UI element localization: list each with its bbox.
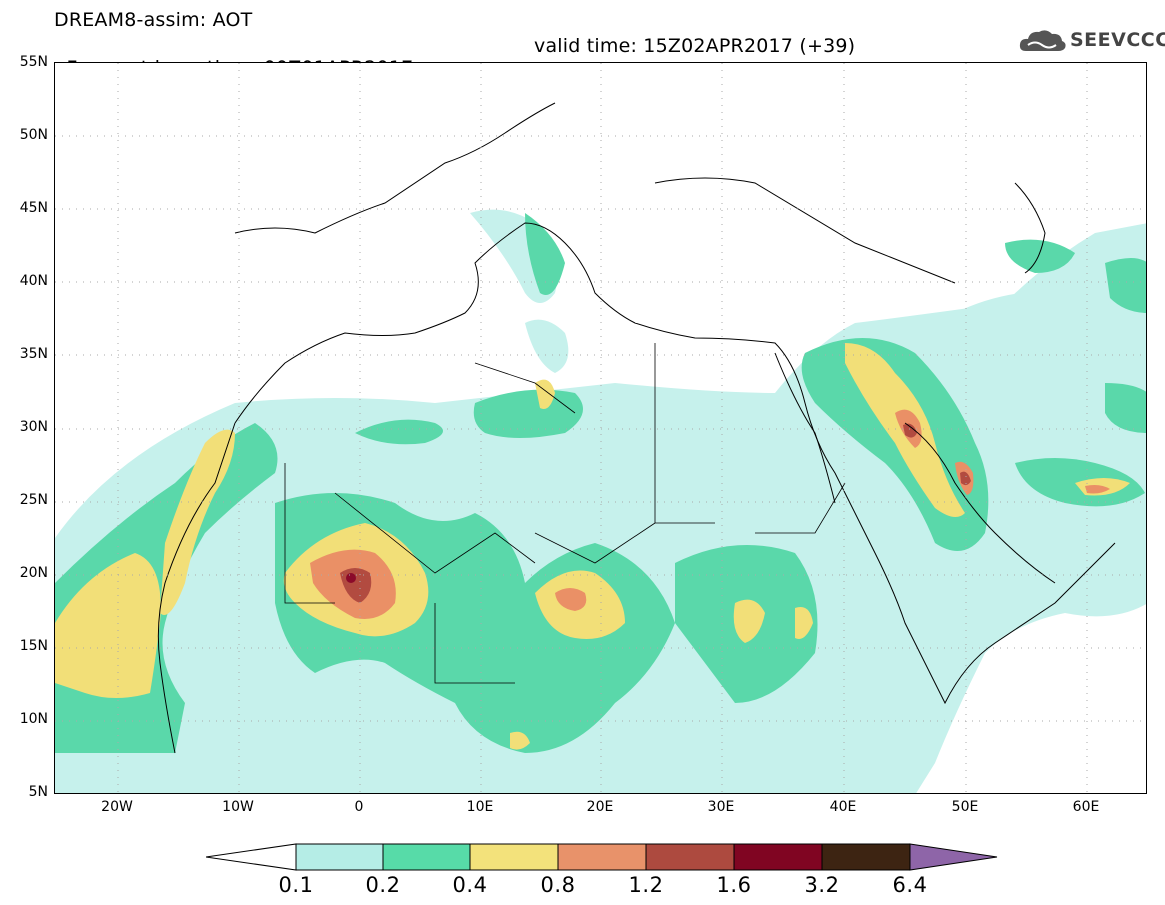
lat-label: 20N: [19, 565, 48, 581]
lon-label: 20E: [586, 799, 614, 815]
lon-label: 20W: [101, 799, 133, 815]
valid-time-label: valid time: 15Z02APR2017 (+39): [534, 35, 856, 57]
colorbar-swatch: [295, 843, 384, 871]
cloud-logo-icon: [1019, 30, 1066, 51]
logo-text: SEEVCCC: [1070, 29, 1165, 51]
coastlines: [157, 102, 1116, 754]
lon-label: 10E: [466, 799, 494, 815]
colorbar-max-arrow: [909, 843, 998, 871]
lat-label: 5N: [28, 784, 48, 800]
colorbar-swatch: [557, 843, 647, 871]
lat-label: 55N: [19, 54, 48, 70]
lon-label: 40E: [829, 799, 857, 815]
colorbar-label: 3.2: [804, 873, 840, 897]
colorbar-min-arrow: [206, 843, 297, 871]
lat-label: 10N: [19, 711, 48, 727]
colorbar-label: 0.1: [278, 873, 314, 897]
aot-level-1.6: [346, 573, 356, 583]
lat-label: 15N: [19, 638, 48, 654]
colorbar-swatch: [469, 843, 559, 871]
lon-label: 10W: [222, 799, 254, 815]
colorbar-label: 0.4: [452, 873, 488, 897]
colorbar-swatch: [733, 843, 823, 871]
aot-colorbar: [206, 843, 998, 871]
map-title: DREAM8-assim: AOT: [54, 9, 253, 31]
lon-label: 30E: [707, 799, 735, 815]
colorbar-swatch: [645, 843, 735, 871]
lat-label: 40N: [19, 273, 48, 289]
aot-map: [54, 62, 1147, 794]
lat-label: 50N: [19, 127, 48, 143]
lon-label: 60E: [1072, 799, 1100, 815]
colorbar-label: 1.6: [716, 873, 752, 897]
lat-label: 35N: [19, 346, 48, 362]
colorbar-label: 0.8: [540, 873, 576, 897]
lon-label: 50E: [951, 799, 979, 815]
lat-label: 30N: [19, 419, 48, 435]
colorbar-swatch: [821, 843, 911, 871]
colorbar-label: 1.2: [628, 873, 664, 897]
seevccc-logo: SEEVCCC: [1018, 27, 1165, 55]
aot-map-canvas: [55, 63, 1146, 793]
country-borders: [284, 343, 846, 684]
graticule: [55, 63, 1146, 793]
lat-label: 45N: [19, 200, 48, 216]
lon-label: 0: [354, 799, 364, 815]
colorbar-label: 6.4: [892, 873, 928, 897]
colorbar-swatch: [382, 843, 471, 871]
colorbar-label: 0.2: [365, 873, 401, 897]
lat-label: 25N: [19, 492, 48, 508]
